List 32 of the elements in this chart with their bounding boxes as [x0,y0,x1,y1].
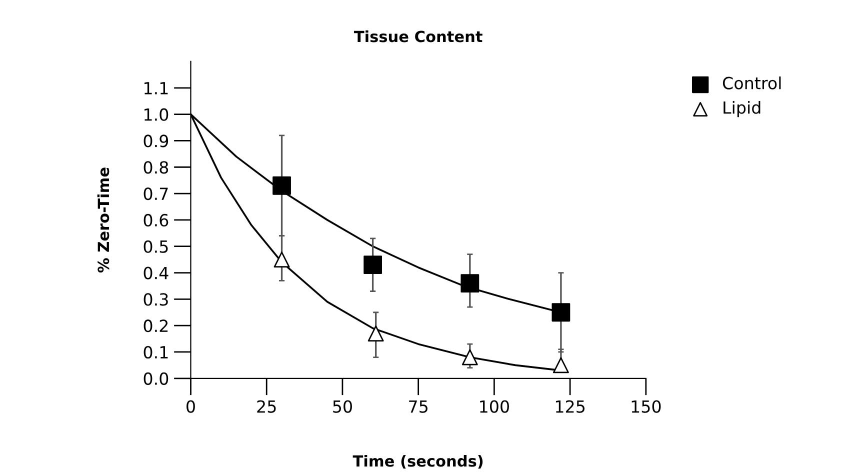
point [272,176,291,195]
point [368,326,384,342]
y-tick-label: 0.1 [144,346,168,359]
x-axis-title: Time (seconds) [352,454,483,469]
point [462,349,478,366]
y-tick-label: 0.2 [144,320,168,332]
chart-title: Tissue Content [354,30,482,42]
point [460,274,480,293]
y-tick-label: 0.8 [144,161,168,174]
x-tick-label: 25 [257,400,276,413]
x-tick-label: 50 [333,400,352,413]
y-axis-title: % Zero-Time [97,168,110,273]
x-tick-label: 0 [186,400,195,413]
y-tick-label: 1.1 [144,82,168,94]
x-tick-label: 125 [556,400,584,413]
y-tick-label: 1.0 [144,108,168,121]
point [364,256,382,274]
point [274,252,290,268]
legend-label: Lipid [724,100,760,118]
point [552,303,570,322]
y-tick-label: 0.5 [144,240,168,253]
y-tick-label: 0.7 [144,188,168,200]
legend-label: Control [722,76,781,90]
y-tick-label: 0.0 [144,372,168,385]
y-tick-label: 0.3 [144,293,168,306]
x-tick-label: 100 [480,400,509,413]
x-tick-label: 150 [632,400,661,413]
y-tick-label: 0.9 [144,134,168,148]
y-tick-label: 0.4 [144,266,168,280]
y-tick-label: 0.6 [144,214,168,227]
point [552,357,569,374]
x-tick-label: 75 [409,400,428,413]
